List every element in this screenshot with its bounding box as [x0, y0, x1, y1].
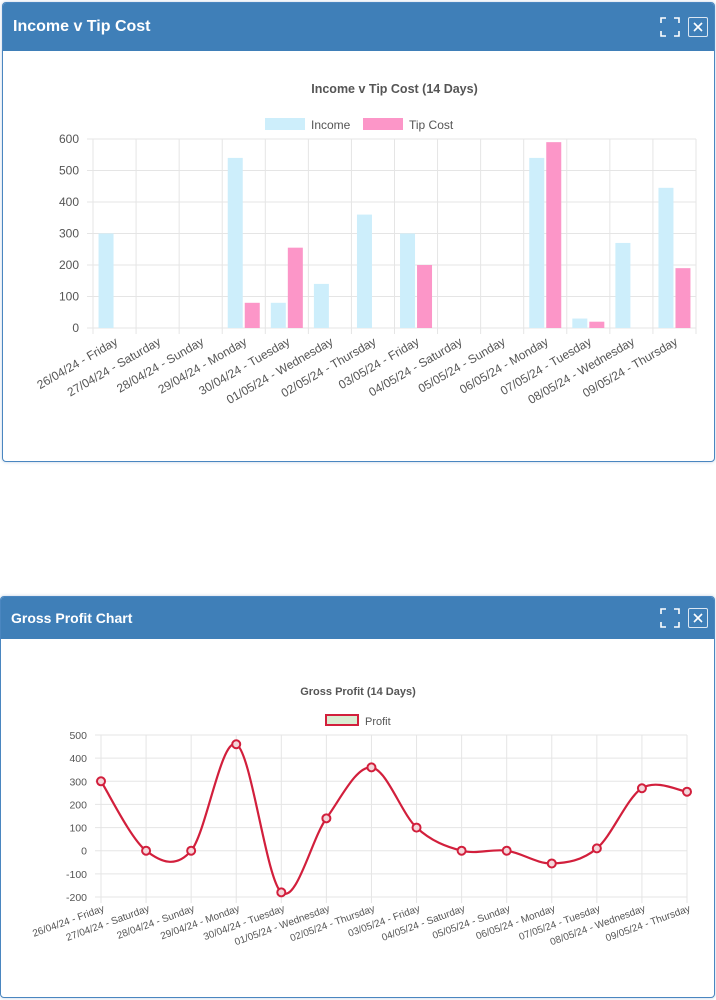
legend-label: Tip Cost — [409, 118, 454, 132]
chart-title: Gross Profit (14 Days) — [300, 686, 416, 698]
profit-point — [411, 822, 422, 833]
panel-title: Income v Tip Cost — [13, 18, 151, 35]
gross-profit-panel: Gross Profit Chart Gross Profit (14 Days… — [0, 596, 715, 998]
y-tick-label: 400 — [59, 195, 79, 209]
y-tick-label: 0 — [72, 321, 79, 335]
y-tick-label: 100 — [69, 823, 87, 835]
profit-point — [96, 776, 106, 787]
income-tip-panel-header: Income v Tip Cost — [3, 3, 714, 51]
profit-point — [321, 813, 332, 824]
panel-title: Gross Profit Chart — [11, 610, 133, 626]
y-tick-label: 0 — [81, 846, 87, 858]
income-bar — [313, 283, 329, 328]
income-tip-panel: Income v Tip Cost Income v Tip Cost (14 … — [2, 2, 715, 462]
income-tip-bar-chart: Income v Tip Cost (14 Days) Income Tip Cos… — [34, 82, 697, 407]
maximize-icon[interactable] — [660, 17, 680, 37]
gross-profit-line-chart: Gross Profit (14 Days) Profit -200 -100 0 100… — [31, 686, 692, 948]
profit-point — [591, 843, 602, 854]
tip-cost-bar — [244, 302, 260, 328]
y-tick-label: 400 — [69, 753, 87, 765]
gross-profit-panel-header: Gross Profit Chart — [1, 597, 714, 639]
maximize-icon[interactable] — [660, 608, 680, 628]
income-bar — [356, 214, 372, 328]
y-tick-label: 300 — [69, 776, 87, 788]
y-tick-label: 300 — [59, 227, 79, 241]
legend-swatch — [265, 118, 305, 130]
panel-controls — [660, 597, 708, 639]
income-bar — [270, 302, 286, 328]
legend-swatch — [325, 714, 359, 726]
income-bar — [529, 157, 545, 328]
profit-point — [456, 845, 467, 856]
profit-point — [141, 845, 152, 856]
tip-cost-bar — [675, 268, 691, 328]
y-tick-label: 500 — [69, 730, 87, 742]
income-bar — [400, 233, 416, 328]
profit-point — [501, 845, 512, 856]
y-tick-label: 200 — [69, 799, 87, 811]
y-tick-label: 200 — [59, 258, 79, 272]
profit-point — [276, 887, 287, 898]
income-bar — [658, 187, 674, 328]
y-tick-label: 100 — [59, 290, 79, 304]
y-tick-label: 500 — [59, 164, 79, 178]
chart-title: Income v Tip Cost (14 Days) — [311, 82, 478, 96]
panel-controls — [660, 3, 708, 51]
income-bar — [572, 318, 588, 328]
profit-point — [682, 786, 692, 797]
close-icon[interactable] — [688, 17, 708, 37]
y-tick-label: 600 — [59, 132, 79, 146]
legend-swatch — [363, 118, 403, 130]
profit-line — [100, 743, 688, 895]
profit-point — [636, 783, 647, 794]
tip-cost-bar — [287, 247, 303, 328]
profit-point — [231, 739, 242, 750]
tip-cost-bar — [589, 321, 605, 328]
profit-point — [366, 762, 377, 773]
legend-label: Income — [311, 118, 351, 132]
profit-point — [546, 858, 557, 869]
tip-cost-bar — [546, 142, 562, 328]
profit-point — [186, 845, 197, 856]
legend-label: Profit — [365, 716, 391, 728]
income-bar — [227, 157, 243, 328]
y-tick-label: -100 — [66, 869, 87, 881]
tip-cost-bar — [417, 265, 433, 328]
y-tick-label: -200 — [66, 892, 87, 904]
income-bar — [615, 242, 631, 328]
close-icon[interactable] — [688, 608, 708, 628]
income-bar — [98, 233, 114, 328]
